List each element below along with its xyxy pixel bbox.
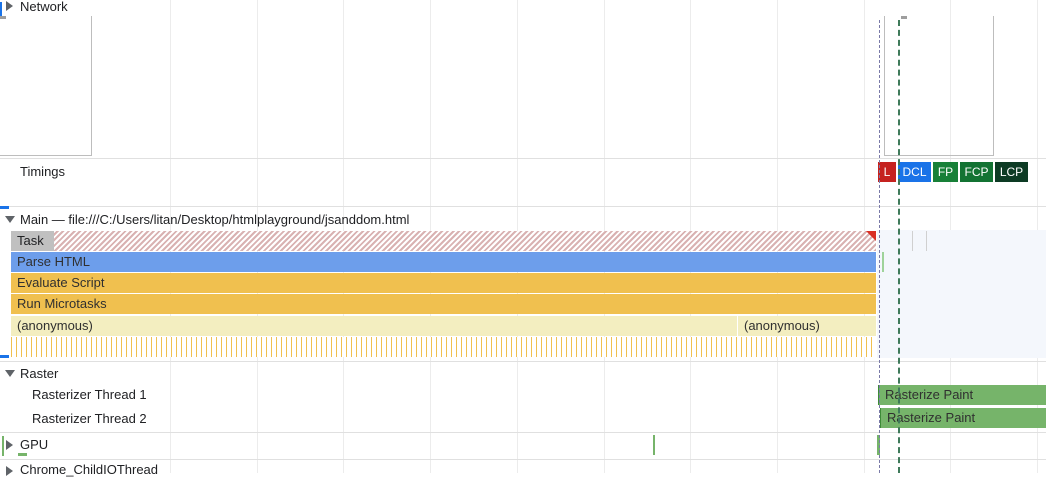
network-request-tick bbox=[901, 16, 907, 19]
rasterizer-thread-2-label[interactable]: Rasterizer Thread 2 bbox=[32, 411, 147, 426]
network-request-bar[interactable] bbox=[884, 16, 994, 156]
long-task-red-triangle-icon bbox=[866, 231, 876, 241]
expand-triangle-icon[interactable] bbox=[6, 1, 13, 11]
flame-task-gray-segment bbox=[11, 231, 54, 251]
rasterizer-thread-1-label[interactable]: Rasterizer Thread 1 bbox=[32, 387, 147, 402]
timings-track-label[interactable]: Timings bbox=[20, 164, 66, 179]
gpu-event bbox=[18, 453, 27, 456]
marker-fcp[interactable]: FCP bbox=[960, 162, 993, 182]
load-event-dashed-line bbox=[879, 20, 880, 473]
track-selection-indicator bbox=[0, 206, 9, 209]
flame-parse-html[interactable]: Parse HTML bbox=[11, 252, 876, 272]
flame-small-event bbox=[926, 231, 927, 251]
flame-evaluate-script[interactable]: Evaluate Script bbox=[11, 273, 876, 293]
network-track-label[interactable]: Network bbox=[20, 0, 68, 14]
rasterize-paint-event[interactable]: Rasterize Paint bbox=[880, 408, 1046, 428]
gpu-track-label[interactable]: GPU bbox=[20, 437, 49, 452]
flame-anonymous[interactable]: (anonymous) bbox=[738, 316, 876, 336]
marker-dcl[interactable]: DCL bbox=[898, 162, 931, 182]
expand-triangle-icon[interactable] bbox=[6, 440, 13, 450]
gpu-event bbox=[877, 435, 880, 455]
flame-task-label: Task bbox=[17, 233, 44, 248]
gpu-event bbox=[2, 436, 4, 456]
flame-small-event bbox=[882, 252, 884, 272]
gpu-event bbox=[653, 435, 655, 455]
flame-task[interactable]: Task bbox=[11, 231, 876, 251]
collapse-triangle-icon[interactable] bbox=[5, 216, 15, 223]
marker-lcp[interactable]: LCP bbox=[995, 162, 1028, 182]
flame-run-microtasks[interactable]: Run Microtasks bbox=[11, 294, 876, 314]
track-selection-indicator bbox=[0, 355, 9, 358]
collapse-triangle-icon[interactable] bbox=[5, 370, 15, 377]
rasterize-paint-event[interactable]: Rasterize Paint bbox=[878, 385, 1046, 405]
main-track-background bbox=[877, 230, 1046, 358]
marker-load[interactable]: L bbox=[878, 162, 896, 182]
flame-small-event bbox=[912, 231, 913, 251]
child-io-thread-label[interactable]: Chrome_ChildIOThread bbox=[20, 462, 159, 477]
dcl-event-dashed-line bbox=[898, 20, 900, 473]
network-request-bar[interactable] bbox=[0, 16, 92, 156]
expand-triangle-icon[interactable] bbox=[6, 466, 13, 476]
marker-fp[interactable]: FP bbox=[933, 162, 958, 182]
raster-track-label[interactable]: Raster bbox=[20, 366, 59, 381]
flame-anonymous[interactable]: (anonymous) bbox=[11, 316, 737, 336]
main-track-label[interactable]: Main — file:///C:/Users/litan/Desktop/ht… bbox=[20, 212, 410, 227]
flame-microtask-stripes[interactable] bbox=[11, 337, 876, 357]
network-request-tick bbox=[0, 16, 6, 19]
track-selection-indicator bbox=[0, 2, 2, 16]
